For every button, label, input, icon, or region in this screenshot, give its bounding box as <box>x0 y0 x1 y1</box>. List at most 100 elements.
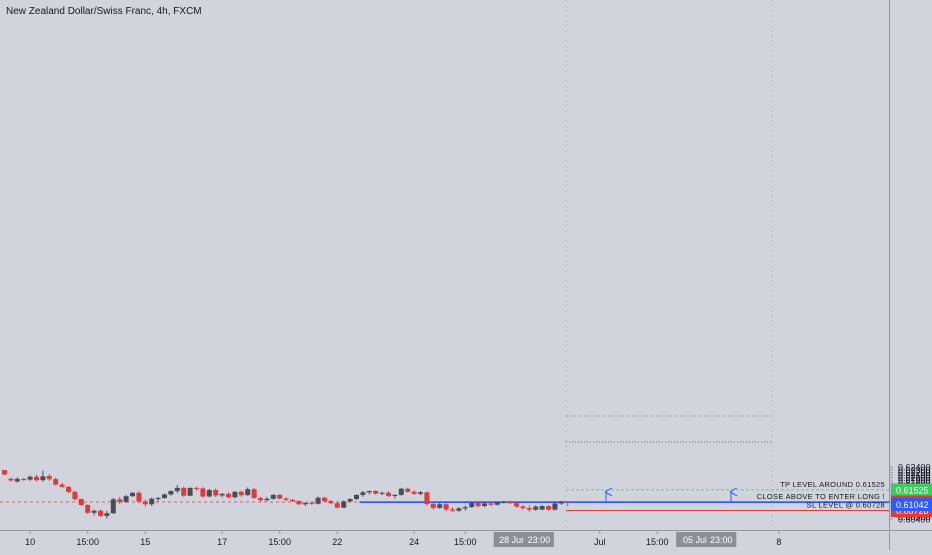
chart-title: New Zealand Dollar/Swiss Franc, 4h, FXCM <box>6 6 202 17</box>
candle <box>418 491 423 496</box>
candle <box>149 497 155 506</box>
candle-body <box>130 492 135 497</box>
candle <box>270 494 276 500</box>
candle <box>494 501 500 506</box>
price-badge: 0.61042 <box>896 500 929 510</box>
candle-body <box>290 499 295 502</box>
candle-body <box>366 491 372 493</box>
candle <box>277 494 283 500</box>
y-tick-label: 0.62200 <box>898 468 931 478</box>
candle <box>526 505 532 512</box>
candle-body <box>386 492 391 496</box>
candle <box>238 490 244 497</box>
candle <box>21 477 27 481</box>
candle <box>53 477 59 486</box>
candle-body <box>155 498 161 500</box>
candle <box>258 496 263 502</box>
candle-body <box>123 496 129 502</box>
candle <box>110 497 116 514</box>
time-badge: 23:00 <box>528 535 551 545</box>
candle <box>226 492 231 499</box>
candle-body <box>149 498 155 505</box>
candle <box>296 500 302 506</box>
candle-body <box>194 487 199 489</box>
candle <box>424 491 430 506</box>
candle-body <box>168 491 174 495</box>
candle-body <box>539 506 545 510</box>
candle-body <box>142 501 148 505</box>
candle <box>117 496 123 504</box>
candle <box>290 498 295 502</box>
candle-body <box>14 478 20 482</box>
candle <box>14 477 20 483</box>
x-tick-label: 22 <box>332 537 342 547</box>
candle <box>539 505 545 511</box>
candle-body <box>251 489 257 499</box>
candle-body <box>181 487 187 496</box>
candle-body <box>162 494 167 499</box>
candle <box>59 482 65 488</box>
candle <box>123 494 129 503</box>
candle <box>341 500 347 509</box>
x-tick-label: Jul <box>594 537 606 547</box>
candle <box>98 509 103 517</box>
candle-body <box>552 503 558 510</box>
candle <box>373 489 379 495</box>
candle <box>251 487 257 499</box>
candle <box>245 487 251 496</box>
candle <box>520 505 526 510</box>
x-tick-label: 17 <box>217 537 227 547</box>
candle-body <box>354 494 359 500</box>
candle <box>315 496 321 505</box>
candle <box>2 470 7 476</box>
candle-body <box>110 499 116 514</box>
x-tick-label: 8 <box>776 537 781 547</box>
candle-body <box>136 492 142 502</box>
candle <box>546 505 551 511</box>
x-tick-label: 10 <box>25 537 35 547</box>
candle <box>66 485 71 494</box>
time-badge: 28 Jun '20 <box>499 535 540 545</box>
candle <box>91 509 97 516</box>
candle <box>443 502 449 512</box>
candle <box>34 474 39 482</box>
candle <box>462 505 468 511</box>
candle <box>398 487 404 496</box>
candle <box>392 494 398 499</box>
candle <box>302 502 308 507</box>
candle-body <box>200 488 206 497</box>
candle-body <box>341 501 347 508</box>
candle-body <box>475 502 481 507</box>
candle <box>450 507 455 512</box>
candle <box>514 501 519 508</box>
candle <box>72 491 78 501</box>
candle <box>162 493 167 499</box>
candle-body <box>360 492 366 495</box>
candle-body <box>437 504 443 508</box>
time-badge-bg <box>523 532 554 547</box>
x-tick-label: 24 <box>409 537 419 547</box>
candle-body <box>373 491 379 494</box>
y-tick-label: 0.61800 <box>898 478 931 488</box>
candle-body <box>34 476 39 481</box>
candle <box>347 498 353 503</box>
candle-body <box>219 493 225 496</box>
candle-body <box>78 499 84 506</box>
candle <box>437 502 443 509</box>
y-tick-label: 0.62100 <box>898 470 931 480</box>
plot-area <box>0 0 889 530</box>
candle-body <box>66 486 71 492</box>
candle-body <box>309 502 315 504</box>
time-badge: 23:00 <box>710 535 733 545</box>
candle-body <box>117 499 123 502</box>
candle-body <box>277 494 283 499</box>
candle-body <box>379 492 385 494</box>
candle-body <box>206 489 212 497</box>
candle-body <box>283 498 289 500</box>
candle <box>507 500 513 504</box>
candle-body <box>315 497 321 504</box>
candle <box>430 501 436 510</box>
candle <box>232 491 238 499</box>
